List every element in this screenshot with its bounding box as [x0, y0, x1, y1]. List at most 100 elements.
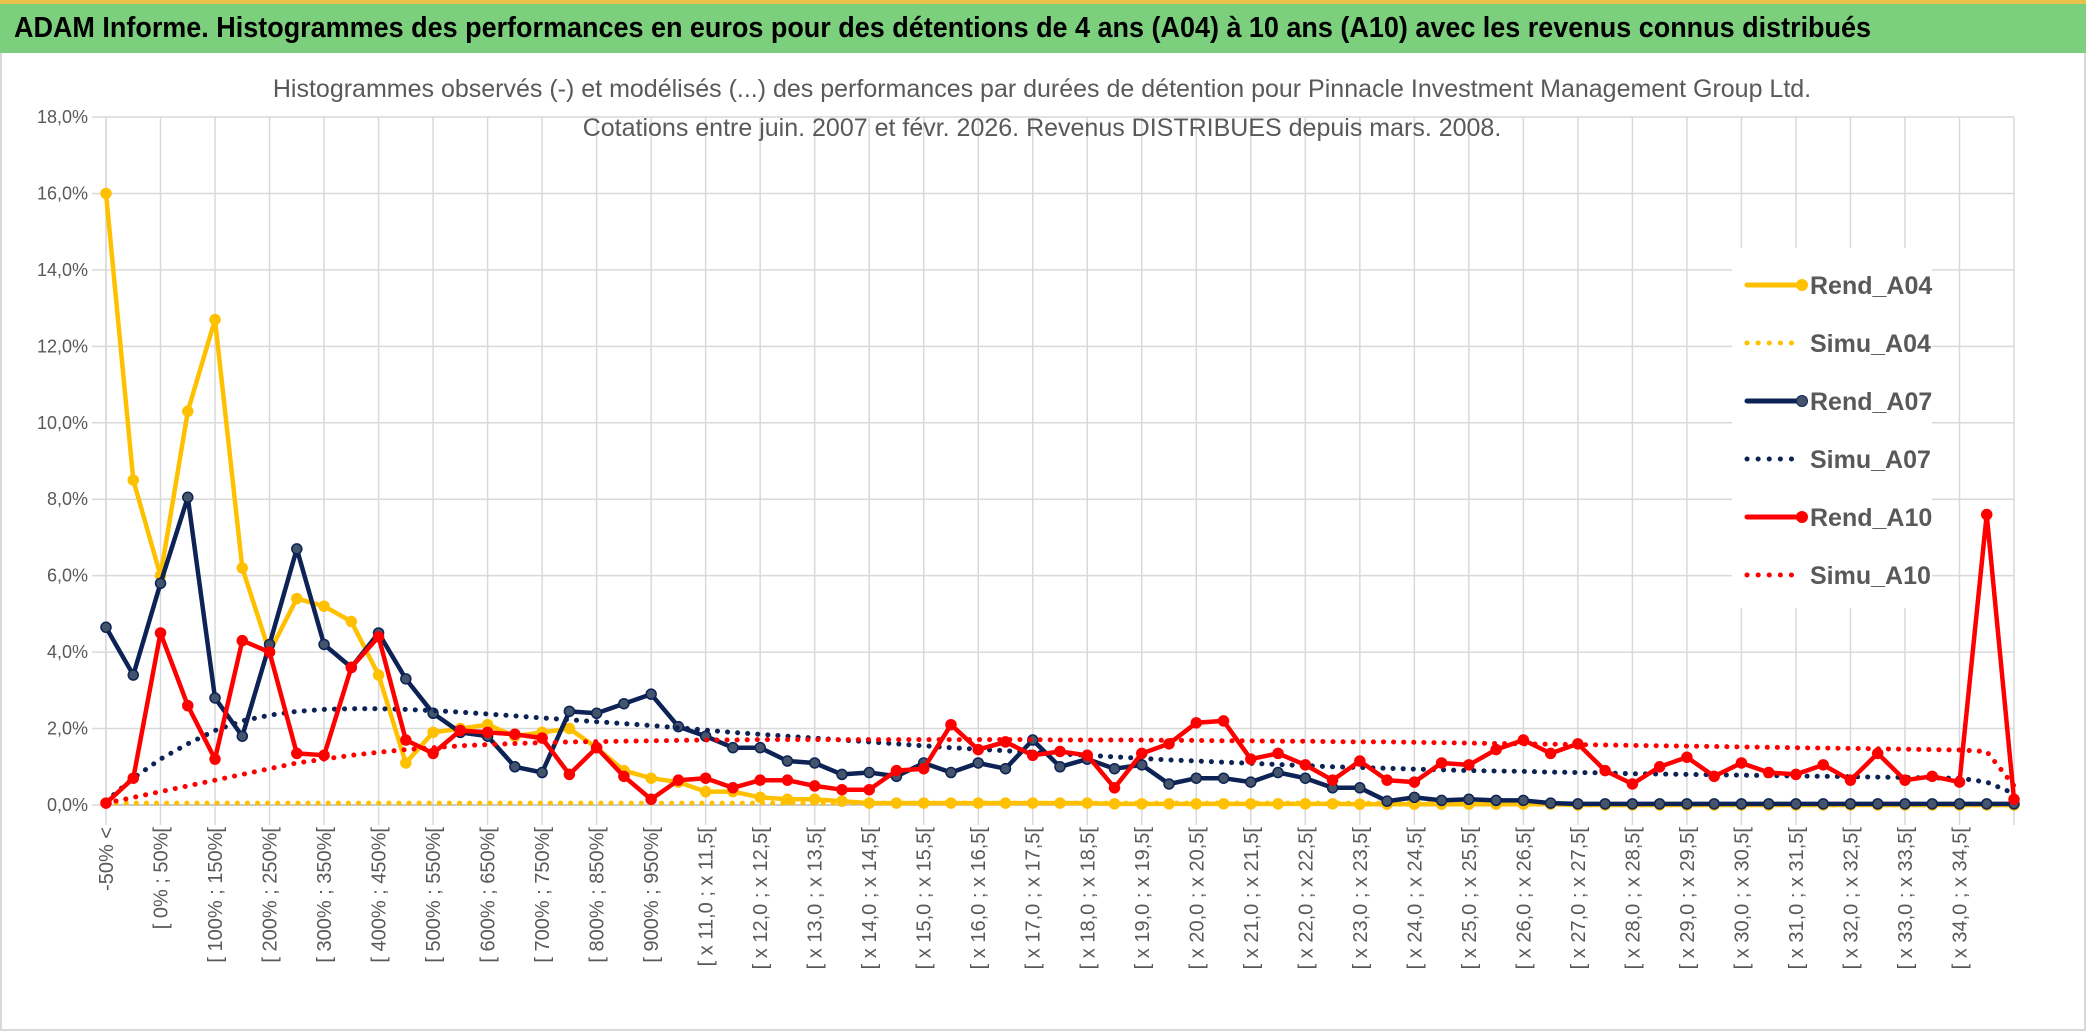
data-point-rend_a04: [427, 726, 439, 739]
data-point-rend_a10: [645, 793, 657, 806]
data-point-rend_a07: [1626, 798, 1639, 810]
chart-area: Histogrammes observés (-) et modélisés (…: [0, 53, 2086, 1031]
data-point-rend_a10: [372, 631, 385, 643]
x-tick-label: [ x 20,0 ; x 20,5[: [1186, 827, 1208, 970]
x-axis: -50% < [ 0% ; 50%[[ 100% ; 150%[[ 200% ; …: [96, 804, 2014, 970]
data-point-rend_a07: [1054, 761, 1066, 773]
data-point-rend_a07: [1653, 798, 1666, 810]
y-tick-label: 10,0%: [37, 413, 88, 433]
x-tick-label: [ x 31,0 ; x 31,5[: [1786, 827, 1808, 970]
x-tick-label: [ x 29,0 ; x 29,5[: [1677, 827, 1699, 970]
data-point-rend_a10: [1081, 749, 1094, 762]
data-point-rend_a10: [1762, 766, 1775, 779]
y-tick-label: 6,0%: [47, 566, 88, 586]
histogram-line-chart: Histogrammes observés (-) et modélisés (…: [37, 75, 2020, 970]
data-point-rend_a07: [1463, 793, 1475, 806]
chart-title-line: Histogrammes observés (-) et modélisés (…: [273, 75, 1811, 103]
data-point-rend_a04: [372, 669, 385, 681]
data-point-rend_a07: [1790, 798, 1802, 810]
data-point-rend_a04: [318, 600, 330, 612]
data-point-rend_a07: [1517, 794, 1530, 807]
data-point-rend_a10: [1299, 759, 1312, 771]
x-tick-label: [ 200% ; 250%[: [260, 827, 282, 963]
data-point-rend_a07: [1354, 782, 1366, 794]
data-point-rend_a10: [836, 783, 848, 796]
x-tick-label: [ 100% ; 150%[: [205, 827, 227, 963]
report-banner: ADAM Informe. Histogrammes des performan…: [0, 0, 2086, 53]
data-point-rend_a10: [1026, 749, 1039, 762]
legend-label: Simu_A07: [1810, 446, 1931, 474]
x-tick-label: [ x 11,0 ; x 11,5[: [696, 827, 718, 967]
legend-label: Rend_A10: [1810, 504, 1932, 532]
data-point-rend_a10: [727, 782, 739, 794]
x-tick-label: [ x 30,0 ; x 30,5[: [1731, 827, 1753, 970]
data-point-rend_a07: [1490, 794, 1502, 807]
data-point-rend_a07: [1926, 798, 1938, 810]
data-point-rend_a10: [1735, 757, 1748, 769]
y-tick-label: 18,0%: [37, 107, 88, 127]
legend: Rend_A04 Simu_A04 Rend_A07 Simu_A07 Rend_A10…: [1732, 248, 1932, 608]
y-tick-label: 4,0%: [47, 642, 88, 662]
data-point-rend_a07: [563, 705, 576, 718]
data-point-rend_a07: [400, 673, 412, 685]
data-point-rend_a10: [427, 747, 439, 760]
report-title: ADAM Informe. Histogrammes des performan…: [14, 12, 1872, 44]
data-point-rend_a07: [1435, 794, 1448, 807]
data-point-rend_a07: [1408, 791, 1421, 804]
y-tick-label: 8,0%: [47, 489, 88, 509]
data-point-rend_a10: [1708, 770, 1720, 783]
data-point-rend_a07: [754, 741, 766, 754]
data-point-rend_a10: [1899, 774, 1911, 786]
data-point-rend_a07: [1163, 778, 1175, 790]
data-point-rend_a07: [618, 697, 630, 710]
data-point-rend_a10: [754, 774, 766, 786]
data-point-rend_a10: [1136, 747, 1148, 760]
data-point-rend_a10: [1217, 715, 1230, 727]
data-point-rend_a07: [509, 761, 521, 773]
data-point-rend_a04: [699, 785, 712, 798]
data-point-rend_a07: [1762, 798, 1775, 810]
data-point-rend_a10: [972, 743, 984, 756]
data-point-rend_a07: [972, 757, 984, 769]
data-point-rend_a10: [1463, 759, 1475, 771]
data-point-rend_a10: [481, 726, 494, 739]
data-point-rend_a10: [917, 762, 930, 775]
y-tick-label: 14,0%: [37, 260, 88, 280]
data-point-rend_a04: [345, 615, 358, 628]
series-line-rend_a07: [103, 495, 2017, 807]
x-tick-label: [ 800% ; 850%[: [587, 827, 609, 963]
data-point-rend_a10: [781, 774, 794, 786]
x-tick-label: [ x 32,0 ; x 32,5[: [1840, 827, 1862, 970]
data-point-rend_a10: [672, 774, 685, 786]
data-point-rend_a07: [836, 768, 848, 781]
data-point-rend_a04: [400, 757, 412, 769]
legend-box: [1732, 248, 1932, 608]
x-tick-label: [ x 23,0 ; x 23,5[: [1350, 827, 1372, 970]
data-point-rend_a10: [154, 627, 167, 639]
data-point-rend_a07: [100, 621, 112, 634]
data-point-rend_a07: [727, 741, 739, 754]
legend-label: Rend_A04: [1810, 272, 1932, 300]
data-point-rend_a07: [999, 762, 1012, 775]
x-tick-label: [ 300% ; 350%[: [314, 827, 336, 963]
data-point-rend_a07: [1544, 797, 1557, 809]
data-point-rend_a04: [781, 793, 794, 806]
data-point-rend_a10: [863, 783, 875, 796]
data-point-rend_a10: [1653, 761, 1666, 773]
data-point-rend_a10: [1544, 747, 1557, 760]
data-point-rend_a07: [1245, 776, 1257, 788]
data-point-rend_a07: [945, 766, 957, 779]
data-point-rend_a07: [1899, 798, 1911, 810]
data-point-rend_a07: [318, 638, 330, 651]
data-point-rend_a10: [509, 728, 521, 741]
data-point-rend_a04: [127, 474, 140, 486]
y-tick-label: 2,0%: [47, 719, 88, 739]
data-point-rend_a07: [291, 543, 303, 555]
data-point-rend_a07: [1844, 798, 1857, 810]
x-tick-label: [ 700% ; 750%[: [532, 827, 554, 963]
data-point-rend_a10: [1817, 759, 1829, 771]
data-point-rend_a10: [1408, 776, 1421, 788]
data-point-rend_a07: [1190, 772, 1203, 784]
data-point-rend_a07: [1735, 798, 1748, 810]
x-tick-label: [ x 15,0 ; x 15,5[: [914, 827, 936, 970]
